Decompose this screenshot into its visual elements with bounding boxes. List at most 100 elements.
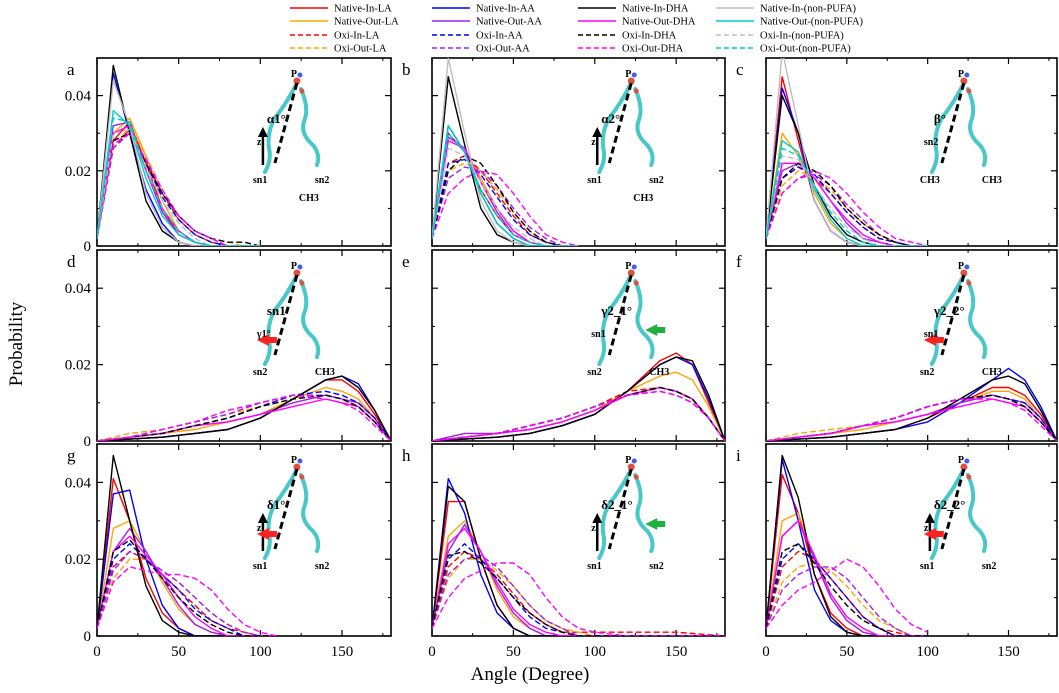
legend-entry: Native-Out-AA <box>432 17 542 28</box>
inset-molecule: Pδ1° z sn1 sn2 <box>253 455 329 572</box>
series-line-Oxi-In-AA <box>766 166 928 246</box>
inset-label: γ2_2° <box>933 303 965 318</box>
series-line-Native-In-DHA <box>432 485 725 636</box>
panel-letter: f <box>736 252 742 271</box>
inset-label: sn2 <box>924 137 938 148</box>
legend-entry: Native-In-AA <box>432 4 535 15</box>
series-line-Oxi-In-LA <box>766 550 928 636</box>
oxygen-atom <box>299 88 305 94</box>
legend-label: Native-Out-(non-PUFA) <box>760 17 864 28</box>
series-line-Oxi-Out-AA <box>97 132 261 246</box>
oxygen-atom <box>299 474 305 480</box>
series-line-Native-In-DHA <box>766 94 928 246</box>
legend-label: Native-In-(non-PUFA) <box>760 4 857 15</box>
series-line-Oxi-In-DHA <box>766 162 928 246</box>
angle-vector <box>940 468 966 550</box>
series-line-Native-In-DHA <box>766 454 928 636</box>
oxygen-atom <box>633 280 639 286</box>
series-line-Native-In-DHA <box>766 375 1057 441</box>
legend-label: Native-Out-DHA <box>622 17 696 28</box>
inset-label: sn2 <box>253 367 267 378</box>
inset-molecule: Pδ2_2°z sn1 sn2 <box>920 455 996 572</box>
marker-arrow <box>645 324 666 336</box>
y-tick-label: 0.04 <box>65 89 92 105</box>
series-line-Native-Out-LA <box>97 386 391 441</box>
inset-label: z <box>591 137 596 148</box>
z-arrowhead <box>257 513 268 523</box>
oxygen-atom <box>966 474 972 480</box>
inset-label: z <box>257 523 262 534</box>
inset-label: γ2_1° <box>600 303 632 318</box>
panel-b: b Pα2° z sn1 sn2 CH3 <box>402 57 726 247</box>
series-line-Oxi-In-DHA <box>432 550 725 636</box>
inset-label: P <box>291 69 297 80</box>
sn2-chain <box>298 279 321 359</box>
inset-label: sn1 <box>587 561 601 572</box>
panel-letter: i <box>736 446 741 465</box>
sn1-chain <box>929 81 966 174</box>
oxygen-atom <box>966 88 972 94</box>
x-tick-label: 100 <box>916 644 939 660</box>
inset-label: CH3 <box>633 193 653 204</box>
inset-label: z <box>591 523 596 534</box>
series-line-Native-Out-DHA <box>766 162 928 246</box>
panel-g: 0 50 100 150 0 0.02 0.04 g Pδ1° z sn1 sn2 <box>65 443 392 660</box>
legend-entry: Native-In-DHA <box>578 4 689 15</box>
inset-label: δ2_2° <box>934 497 965 512</box>
series-group <box>432 477 725 636</box>
inset-label: P <box>958 455 964 466</box>
legend-entry: Native-In-LA <box>290 4 392 15</box>
z-arrowhead <box>592 513 603 523</box>
angle-vector <box>273 82 299 164</box>
inset-molecule: Pγ2_1° sn1 sn2 CH3 <box>587 261 669 378</box>
panel-frame <box>431 249 726 442</box>
series-line-Oxi-Out-AA <box>432 166 579 246</box>
legend-entry: Oxi-Out-LA <box>290 44 387 55</box>
series-line-Oxi-Out-LA <box>766 562 928 636</box>
series-line-Native-In-DHA <box>97 454 277 636</box>
x-tick-label: 150 <box>665 644 688 660</box>
series-line-Oxi-In-AA <box>432 158 579 246</box>
marker-arrow <box>923 334 944 346</box>
inset-label: sn1 <box>267 303 286 318</box>
legend-label: Oxi-Out-LA <box>334 44 387 55</box>
legend-entry: Native-Out-(non-PUFA) <box>716 17 864 28</box>
inset-label: CH3 <box>982 367 1002 378</box>
inset-label: δ1° <box>267 497 285 512</box>
panel-letter: c <box>736 60 744 79</box>
inset-molecule: Pα1° z sn1 sn2 CH3 <box>253 69 329 204</box>
sn2-chain <box>965 473 988 553</box>
x-tick-label: 100 <box>584 644 607 660</box>
inset-label: sn1 <box>587 175 601 186</box>
x-tick-label: 50 <box>171 644 186 660</box>
series-group <box>766 58 928 246</box>
panel-h: 0 50 100 150 h Pδ2_1°z sn1 sn2 <box>402 443 726 660</box>
phosphate-atom <box>627 77 635 85</box>
inset-label: P <box>958 261 964 272</box>
phosphate-atom <box>627 269 635 277</box>
nitrogen-atom <box>631 72 637 78</box>
series-line-Native-In-AA <box>766 458 928 636</box>
x-tick-label: 50 <box>506 644 521 660</box>
inset-label: sn2 <box>649 175 663 186</box>
legend-label: Oxi-Out-(non-PUFA) <box>760 44 851 55</box>
panel-letter: g <box>67 446 76 465</box>
panel-e: e Pγ2_1° sn1 sn2 CH3 <box>402 249 726 442</box>
legend-label: Oxi-In-DHA <box>622 31 677 42</box>
inset-label: P <box>625 261 631 272</box>
sn2-chain <box>298 473 321 553</box>
legend-entry: Oxi-Out-DHA <box>578 44 684 55</box>
series-line-Native-In-LA <box>766 474 928 636</box>
series-line-Oxi-In-LA <box>432 550 725 636</box>
series-line-Native-In-(non-PUFA) <box>97 79 261 246</box>
series-line-Native-In-AA <box>432 477 725 636</box>
phosphate-atom <box>960 463 968 471</box>
series-line-Oxi-Out-DHA <box>432 170 579 246</box>
sn1-chain <box>597 81 634 174</box>
z-arrowhead <box>924 513 935 523</box>
marker-arrow <box>256 334 277 346</box>
series-line-Oxi-Out-LA <box>766 170 928 246</box>
series-line-Native-Out-DHA <box>97 535 277 636</box>
panel-frame <box>765 443 1058 637</box>
